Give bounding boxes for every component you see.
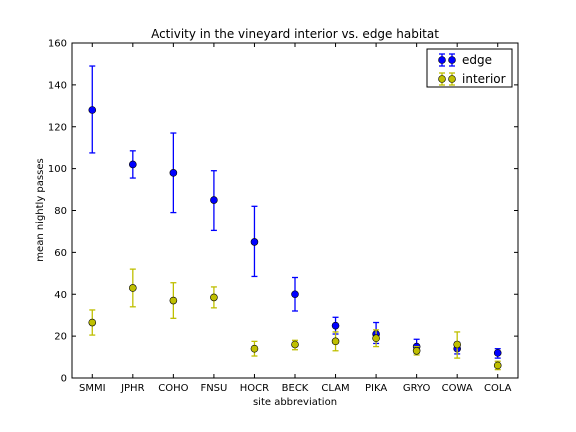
data-point-interior (331, 337, 340, 346)
series-layer (88, 65, 502, 371)
data-point-interior (493, 361, 502, 370)
data-point-interior (88, 318, 97, 327)
plot-area: 0 20 40 60 80 100 120 140 160 SMMI JPHR COHO FNSU HO… (48, 39, 519, 394)
legend-marker-edge (448, 56, 456, 64)
data-point-interior (412, 346, 421, 355)
legend-marker-interior (438, 75, 446, 83)
data-point-edge (291, 290, 299, 299)
data-point-edge (210, 196, 218, 204)
y-tick-label: 160 (48, 39, 67, 50)
data-point-interior (291, 340, 299, 349)
x-tick-label: FNSU (200, 383, 227, 394)
chart-title: Activity in the vineyard interior vs. ed… (151, 27, 439, 41)
legend-label-interior: interior (462, 72, 506, 86)
data-point-interior (250, 344, 259, 353)
legend-label-edge: edge (462, 53, 492, 67)
x-tick-label: BECK (282, 383, 309, 394)
x-tick-label: COWA (442, 383, 473, 394)
x-tick-label: SMMI (79, 383, 106, 394)
y-tick-label: 40 (54, 290, 67, 301)
y-tick-label: 120 (48, 122, 67, 133)
y-tick-label: 0 (61, 374, 67, 385)
data-point-edge (169, 169, 178, 177)
y-tick-label: 140 (48, 80, 67, 91)
x-axis: SMMI JPHR COHO FNSU HOCR BECK CLAM PIKA GRYO COWA… (79, 43, 512, 394)
data-point-edge (331, 321, 340, 330)
y-tick-label: 100 (48, 164, 67, 175)
x-tick-label: COLA (484, 383, 512, 394)
y-tick-label: 80 (54, 206, 67, 217)
data-point-interior (453, 340, 461, 349)
legend-marker-interior (448, 75, 456, 83)
data-point-edge (250, 238, 259, 246)
data-point-interior (129, 284, 137, 292)
y-axis: 0 20 40 60 80 100 120 140 160 (48, 39, 518, 385)
series-interior (88, 268, 502, 371)
x-axis-label: site abbreviation (253, 397, 337, 408)
y-tick-label: 60 (54, 248, 67, 259)
x-tick-label: HOCR (240, 383, 269, 394)
data-point-edge (129, 160, 137, 169)
y-tick-label: 20 (54, 332, 67, 343)
x-tick-label: CLAM (321, 383, 349, 394)
x-tick-label: JPHR (120, 383, 144, 394)
y-axis-label: mean nightly passes (35, 158, 46, 261)
legend-marker-edge (438, 56, 446, 64)
x-tick-label: GRYO (403, 383, 431, 394)
data-point-interior (169, 296, 178, 305)
data-point-interior (372, 334, 380, 343)
data-point-interior (210, 293, 218, 302)
x-tick-label: COHO (158, 383, 188, 394)
legend: edge interior (426, 48, 513, 88)
data-point-edge (493, 349, 502, 357)
x-tick-label: PIKA (365, 383, 387, 394)
data-point-edge (88, 106, 97, 114)
